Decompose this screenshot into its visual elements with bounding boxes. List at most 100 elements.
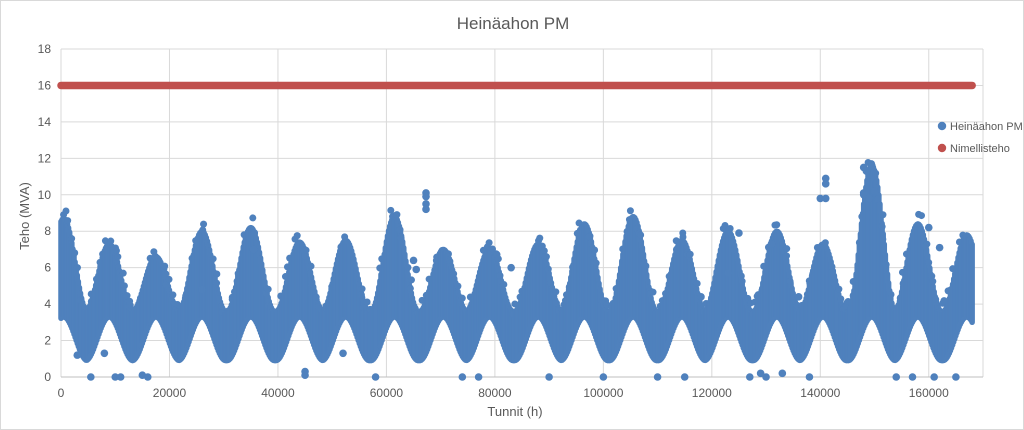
- data-point: [952, 373, 960, 381]
- data-point: [637, 231, 645, 239]
- data-point: [143, 373, 152, 381]
- data-point: [686, 250, 694, 258]
- data-point: [165, 275, 173, 283]
- legend-marker: [937, 121, 947, 131]
- data-point: [653, 373, 662, 381]
- data-point: [928, 272, 936, 280]
- data-point: [312, 293, 320, 301]
- data-point: [363, 298, 371, 306]
- data-point: [731, 246, 739, 254]
- series-heinaahon-pm: [58, 158, 975, 364]
- x-tick-label: 40000: [261, 386, 295, 400]
- x-tick-label: 120000: [692, 386, 732, 400]
- data-point: [680, 373, 689, 381]
- data-point: [111, 373, 120, 381]
- data-point: [599, 373, 608, 381]
- data-point: [64, 217, 72, 225]
- data-point: [783, 245, 791, 253]
- data-point: [805, 373, 814, 381]
- data-point: [404, 263, 412, 271]
- y-tick-label: 14: [38, 115, 52, 129]
- data-point: [591, 246, 599, 254]
- data-point: [697, 293, 705, 301]
- data-point: [489, 245, 497, 253]
- data-point: [458, 373, 467, 381]
- data-point: [116, 373, 125, 381]
- y-tick-label: 6: [44, 261, 51, 275]
- data-point: [249, 214, 257, 222]
- data-point: [892, 373, 901, 381]
- legend-marker: [937, 143, 947, 153]
- data-point: [835, 285, 843, 293]
- data-point: [762, 373, 770, 381]
- data-point: [496, 272, 504, 280]
- y-tick-label: 16: [38, 78, 52, 92]
- x-axis-label: Tunnit (h): [487, 404, 542, 419]
- data-point: [816, 194, 825, 203]
- data-point: [592, 259, 600, 267]
- data-point: [745, 373, 754, 381]
- x-tick-label: 80000: [478, 386, 512, 400]
- data-point: [882, 261, 890, 269]
- data-point: [821, 194, 830, 203]
- data-point: [872, 169, 880, 177]
- data-point: [87, 373, 95, 381]
- data-point: [339, 349, 347, 358]
- data-point: [73, 264, 81, 272]
- data-point: [626, 207, 634, 215]
- y-axis-label: Teho (MVA): [17, 182, 32, 250]
- data-point: [458, 294, 466, 302]
- x-tick-label: 60000: [370, 386, 404, 400]
- data-point: [213, 270, 221, 278]
- data-point: [783, 252, 791, 260]
- data-point: [213, 279, 221, 287]
- data-point: [358, 285, 366, 293]
- data-point: [735, 229, 743, 237]
- data-point: [100, 349, 109, 358]
- data-point: [540, 247, 548, 255]
- y-tick-label: 2: [44, 334, 51, 348]
- data-point: [119, 269, 127, 277]
- data-point: [62, 207, 70, 215]
- data-point: [393, 211, 401, 219]
- data-point: [408, 276, 416, 284]
- data-point: [107, 237, 115, 245]
- data-point: [925, 259, 933, 267]
- data-point: [649, 288, 657, 296]
- data-point: [932, 295, 940, 303]
- data-point: [120, 282, 128, 290]
- y-axis-ticks: 0 2 4 6 8 10 12 14 16 18: [38, 42, 52, 384]
- data-point: [169, 291, 177, 299]
- data-point: [371, 373, 380, 381]
- data-point: [870, 187, 879, 195]
- y-tick-label: 4: [44, 297, 51, 311]
- data-point: [301, 367, 309, 376]
- data-point: [552, 299, 560, 307]
- data-point: [821, 239, 829, 247]
- data-point: [396, 226, 404, 234]
- chart-title: Heinäahon PM: [457, 14, 569, 33]
- data-point: [724, 269, 732, 277]
- data-point: [123, 292, 131, 300]
- data-point: [409, 256, 418, 265]
- data-point: [935, 243, 944, 252]
- legend-label: Nimellisteho: [950, 143, 1010, 155]
- data-point: [162, 270, 170, 278]
- data-point: [302, 246, 310, 254]
- data-point: [721, 221, 729, 229]
- data-point: [924, 223, 933, 232]
- data-point: [494, 255, 502, 263]
- data-point: [450, 270, 458, 278]
- data-point: [209, 255, 217, 263]
- data-point: [908, 373, 917, 381]
- data-point: [68, 235, 76, 243]
- x-axis-ticks: 0 20000 40000 60000 80000 100000 120000 140000 1…: [58, 386, 949, 400]
- data-point: [821, 174, 830, 183]
- data-point: [859, 190, 868, 199]
- data-point: [922, 242, 930, 250]
- data-point: [73, 351, 82, 359]
- data-point: [767, 240, 776, 248]
- data-point: [200, 220, 208, 228]
